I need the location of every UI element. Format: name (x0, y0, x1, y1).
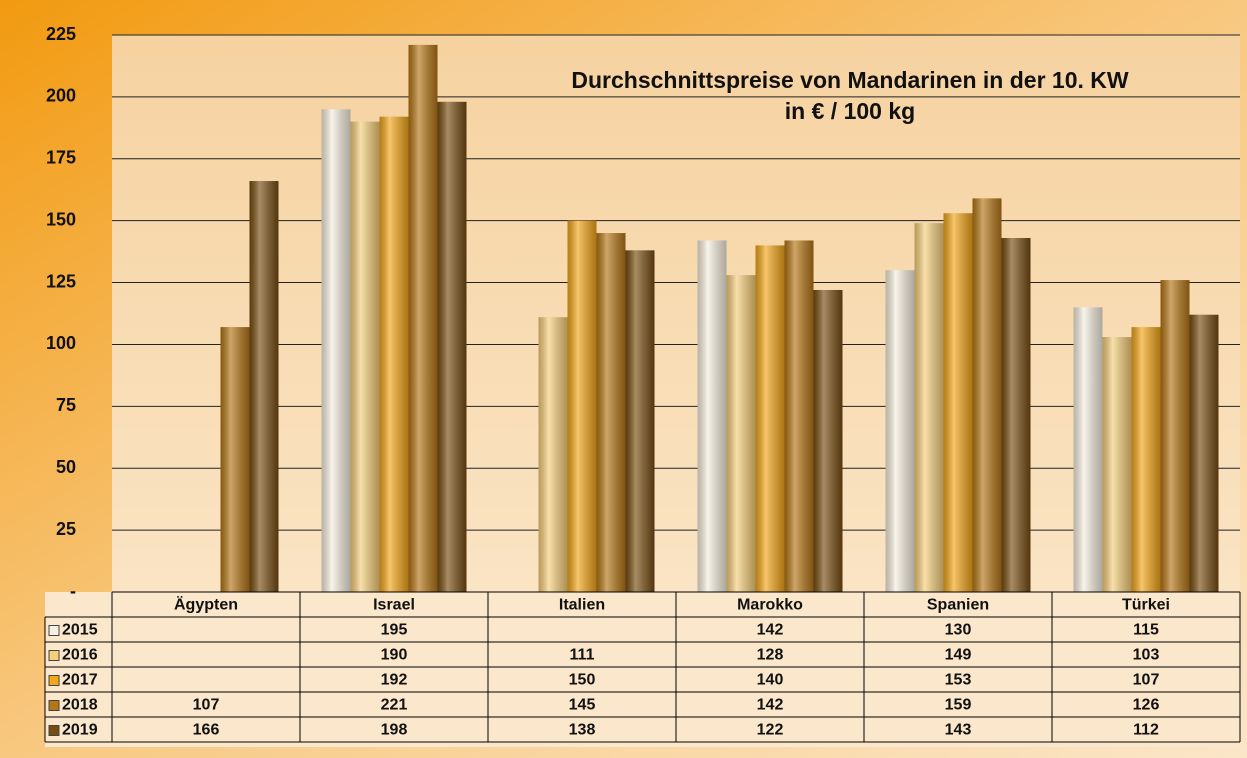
x-tick-label: Israel (373, 597, 415, 614)
y-tick-label: 100 (46, 333, 76, 353)
bar (220, 327, 250, 592)
legend-label: 2019 (62, 722, 98, 739)
x-tick-label: Italien (559, 597, 605, 614)
table-value: 138 (569, 722, 596, 739)
table-value: 143 (945, 722, 972, 739)
bar (1102, 337, 1132, 592)
bar (755, 245, 785, 592)
table-value: 115 (1133, 622, 1159, 639)
legend-label: 2015 (62, 622, 98, 639)
chart-title: Durchschnittspreise von Mandarinen in de… (571, 67, 1129, 93)
bar (813, 289, 843, 592)
x-tick-label: Spanien (927, 597, 989, 614)
bar (408, 44, 438, 592)
y-tick-label: 175 (46, 148, 76, 168)
bar (249, 181, 279, 592)
bar (943, 213, 973, 593)
table-value: 107 (193, 697, 220, 714)
x-tick-label: Ägypten (174, 596, 238, 614)
y-tick-label: 225 (46, 24, 76, 44)
y-tick-label: 50 (56, 457, 76, 477)
legend-swatch (48, 675, 60, 686)
bar (1131, 327, 1161, 592)
table-value: 142 (757, 697, 784, 714)
table-value: 195 (381, 622, 408, 639)
bar (1001, 237, 1031, 593)
bar (697, 240, 727, 592)
bar (625, 250, 655, 592)
bar (885, 270, 915, 592)
table-value: 140 (757, 672, 784, 689)
legend-swatch (48, 725, 60, 736)
bar (437, 101, 467, 592)
bar (914, 223, 944, 593)
legend-label: 2017 (62, 672, 98, 689)
table-value: 112 (1133, 722, 1159, 739)
x-tick-label: Marokko (737, 597, 803, 614)
legend-swatch (48, 650, 60, 661)
bar (1073, 307, 1103, 592)
bar (1189, 314, 1219, 592)
bar (596, 233, 626, 593)
bar (567, 220, 597, 592)
bar (1160, 280, 1190, 592)
y-tick-label: 25 (56, 519, 76, 539)
table-value: 130 (945, 622, 972, 639)
table-value: 145 (569, 697, 596, 714)
table-value: 221 (381, 697, 408, 714)
table-area (45, 592, 1240, 747)
table-value: 198 (381, 722, 408, 739)
y-tick-label: 200 (46, 86, 76, 106)
table-value: 159 (945, 697, 972, 714)
legend-swatch (48, 625, 60, 636)
chart-subtitle: in € / 100 kg (785, 98, 915, 124)
bar (321, 109, 351, 593)
bar (538, 317, 568, 592)
table-value: 122 (757, 722, 784, 739)
y-tick-label: 150 (46, 209, 76, 229)
legend-label: 2018 (62, 697, 98, 714)
table-value: 142 (757, 622, 784, 639)
table-value: 166 (193, 722, 220, 739)
table-value: 128 (757, 647, 784, 664)
table-value: 190 (381, 647, 408, 664)
y-tick-label: 75 (56, 395, 76, 415)
table-value: 111 (570, 647, 595, 664)
table-value: 103 (1133, 647, 1160, 664)
x-tick-label: Türkei (1122, 597, 1170, 614)
table-value: 153 (945, 672, 972, 689)
table-value: 107 (1133, 672, 1160, 689)
bar (972, 198, 1002, 593)
bar (350, 121, 380, 593)
table-value: 192 (381, 672, 408, 689)
legend-swatch (48, 700, 60, 711)
bar (784, 240, 814, 592)
table-value: 126 (1133, 697, 1160, 714)
table-value: 149 (945, 647, 972, 664)
legend-label: 2016 (62, 647, 98, 664)
plot-area (112, 35, 1240, 592)
bar (726, 275, 756, 592)
y-tick-label: - (70, 581, 76, 601)
table-value: 150 (569, 672, 596, 689)
bar (379, 116, 409, 593)
y-tick-label: 125 (46, 271, 76, 291)
